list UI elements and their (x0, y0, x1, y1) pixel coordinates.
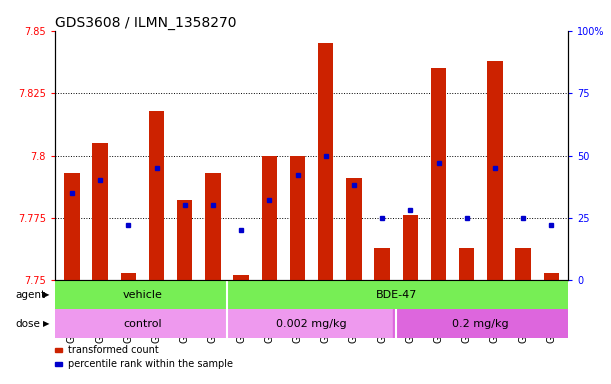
Bar (205, 173, 221, 280)
Text: transformed count: transformed count (68, 345, 159, 355)
Text: agent: agent (15, 290, 45, 300)
Bar (92, 143, 108, 280)
Bar (431, 68, 446, 280)
Text: BDE-47: BDE-47 (376, 290, 417, 300)
Bar (487, 61, 503, 280)
Bar (177, 200, 192, 280)
Bar (318, 43, 334, 280)
Text: GDS3608 / ILMN_1358270: GDS3608 / ILMN_1358270 (55, 16, 236, 30)
Text: 0.2 mg/kg: 0.2 mg/kg (453, 318, 509, 329)
Bar (375, 248, 390, 280)
Bar (403, 215, 418, 280)
Bar (262, 156, 277, 280)
Text: percentile rank within the sample: percentile rank within the sample (68, 359, 233, 369)
Bar (120, 273, 136, 280)
Text: vehicle: vehicle (122, 290, 163, 300)
Bar (233, 275, 249, 280)
Bar (148, 111, 164, 280)
Bar (64, 173, 79, 280)
Text: dose: dose (15, 318, 40, 329)
Bar (346, 178, 362, 280)
Bar (544, 273, 559, 280)
Text: 0.002 mg/kg: 0.002 mg/kg (276, 318, 347, 329)
Bar (459, 248, 475, 280)
Bar (393, 309, 568, 338)
Text: control: control (123, 318, 162, 329)
Text: ▶: ▶ (43, 319, 49, 328)
Text: ▶: ▶ (43, 290, 49, 299)
Bar (515, 248, 531, 280)
Bar (290, 156, 306, 280)
